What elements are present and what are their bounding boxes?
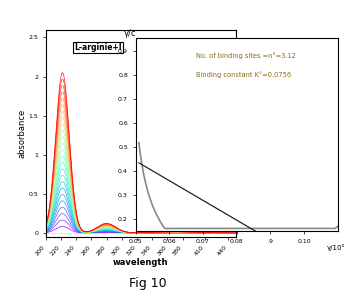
Text: L-arginie+I: L-arginie+I [74,43,122,52]
Y-axis label: absorbance: absorbance [18,109,27,158]
Text: No. of binding sites =n°=3.12: No. of binding sites =n°=3.12 [196,52,296,59]
X-axis label: wavelength: wavelength [113,258,169,267]
Text: Binding constant K°=0.0756: Binding constant K°=0.0756 [196,71,291,78]
Text: γ/c: γ/c [124,29,136,38]
Text: γ/10⁰: γ/10⁰ [327,244,345,251]
Text: Fig 10: Fig 10 [129,277,166,290]
